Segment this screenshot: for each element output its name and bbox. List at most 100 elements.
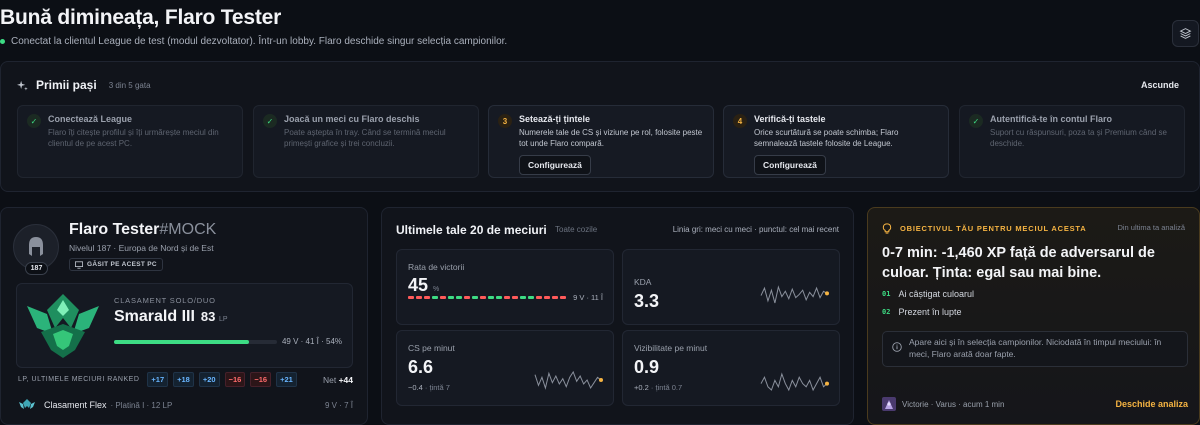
loss-marker [560,296,566,299]
info-icon [892,342,902,352]
lp-net-label: Net [322,374,337,385]
objective-item: 01 Ai câștigat culoarul [882,289,974,299]
first-step-1[interactable]: ✓ Conectează League Flaro îți citește prof… [17,105,243,178]
win-marker [520,296,526,299]
step-title: Conectează League [48,114,133,124]
lp-progress-fill [114,340,250,344]
recent-matches-card: Ultimele tale 20 de meciuri Toate cozile… [381,207,854,425]
win-marker [496,296,502,299]
check-icon: ✓ [263,114,277,128]
flex-rank-name: Clasament Flex [44,400,107,410]
loss-marker [544,296,550,299]
vision-label: Vizibilitate pe minut [634,343,708,353]
check-icon: ✓ [27,114,41,128]
loss-marker [512,296,518,299]
vision-stat: Vizibilitate pe minut 0.9 +0.2 · țintă 0… [622,330,840,406]
step-description: Suport cu răspunsuri, poza ta și Premium… [990,128,1167,148]
monitor-icon [75,260,83,269]
helmet-icon [29,237,43,256]
objective-note-text: Apare aici și în selecția campionilor. N… [909,337,1162,359]
winrate-win-loss: 9 V · 11 Î [573,293,603,302]
kda-label: KDA [634,277,652,287]
chart-legend: Linia gri: meci cu meci · punctul: cel m… [672,225,839,234]
profile-card: 187 Flaro Tester#MOCK Nivelul 187 · Euro… [0,207,368,425]
win-marker [488,296,494,299]
level-badge: 187 [25,262,48,275]
cs-target: · țintă 7 [424,383,450,392]
sparkle-icon [17,80,28,90]
configure-button[interactable]: Configurează [754,155,826,175]
rank-lp: 83 LP [201,309,228,324]
objective-info-note: Apare aici și în selecția campionilor. N… [882,331,1188,367]
emerald-emblem-icon [27,294,99,358]
match-objective-card: OBIECTIVUL TĂU PENTRU MECIUL ACESTA Din … [867,207,1200,425]
rank-win-loss: 49 V · 41 Î · 54% [281,337,342,346]
objective-label: OBIECTIVUL TĂU PENTRU MECIUL ACESTA [900,224,1087,233]
open-analysis-link[interactable]: Deschide analiza [1115,399,1188,409]
win-marker [432,296,438,299]
lp-history-row: LP, ULTIMELE MECIURI RANKED +17 +18 +20 −16… [18,372,353,387]
flex-rank-win-loss: 9 V · 7 Î [324,400,353,410]
win-marker [456,296,462,299]
flex-rank-tier: · Platină I · 12 LP [110,400,173,410]
win-loss-strip [408,296,566,299]
layers-button[interactable] [1172,20,1199,47]
step-title: Joacă un meci cu Flaro deschis [284,114,420,124]
loss-marker [552,296,558,299]
kda-latest-point [825,291,829,296]
first-step-5[interactable]: ✓ Autentifică-te în contul Flaro Suport cu… [959,105,1185,178]
lp-net-value: +44 [338,374,353,385]
status-dot-icon [0,39,5,44]
loss-marker [424,296,430,299]
lp-change-chip: −16 [250,372,272,387]
step-description: Flaro îți citește profilul și îți urmăre… [48,128,219,148]
vision-target: · țintă 0.7 [650,383,683,392]
objective-footer: Victorie · Varus · acum 1 min Deschide a… [882,397,1188,411]
winrate-unit: % [433,286,440,293]
rank-lp-value: 83 [200,309,216,324]
solo-rank-box: CLASAMENT SOLO/DUO Smarald III 83 LP 49 V… [16,283,353,368]
step-title: Setează-ți țintele [519,114,591,124]
flex-rank-row[interactable]: Clasament Flex · Platină I · 12 LP 9 V ·… [18,398,353,412]
found-on-pc-badge: GĂSIT PE ACEST PC [69,258,163,271]
step-number: 3 [498,114,512,128]
lp-net: Net +44 [323,375,353,385]
first-step-2[interactable]: ✓ Joacă un meci cu Flaro deschis Poate așt… [253,105,479,178]
first-steps-title: Primii pași [36,78,97,92]
connection-status: Conectat la clientul League de test (mod… [0,36,507,47]
champion-varus-icon [882,397,896,411]
cs-label: CS pe minut [408,343,455,353]
vision-value: 0.9 [634,357,660,377]
recent-matches-title: Ultimele tale 20 de meciuri [396,223,547,237]
win-marker [528,296,534,299]
vision-sparkline [760,372,829,392]
last-match-info: Victorie · Varus · acum 1 min [902,399,1005,409]
summoner-tag: #MOCK [159,221,217,238]
lp-progress-bar [114,340,277,344]
step-number: 4 [733,114,747,128]
winrate-value: 45 % [408,275,439,296]
first-step-4[interactable]: 4 Verifică-ți tastele Orice scurtătură se … [723,105,949,178]
winrate-stat: Rata de victorii 45 % 9 V · 11 Î [396,249,614,325]
objective-header: OBIECTIVUL TĂU PENTRU MECIUL ACESTA [882,223,1086,234]
objective-item-text: Prezent în lupte [898,307,962,317]
lp-history-label: LP, ULTIMELE MECIURI RANKED [18,376,140,383]
page-title: Bună dimineața, Flaro Tester [0,6,282,29]
win-marker [448,296,454,299]
objective-item-number: 02 [882,308,891,316]
first-steps-header: Primii pași 3 din 5 gata [17,78,151,92]
vision-line [760,372,828,392]
cs-value: 6.6 [408,357,434,377]
loss-marker [464,296,470,299]
layers-icon [1179,28,1192,39]
cs-line [534,370,602,390]
kda-stat: KDA 3.3 [622,249,840,325]
configure-button[interactable]: Configurează [519,155,591,175]
vision-delta-value: +0.2 [634,383,649,392]
first-step-3[interactable]: 3 Setează-ți țintele Numerele tale de CS ș… [488,105,714,178]
win-marker [472,296,478,299]
queue-filter[interactable]: Toate cozile [555,225,598,234]
loss-marker [408,296,414,299]
rank-queue-label: CLASAMENT SOLO/DUO [114,296,216,305]
hide-steps-button[interactable]: Ascunde [1140,80,1179,90]
